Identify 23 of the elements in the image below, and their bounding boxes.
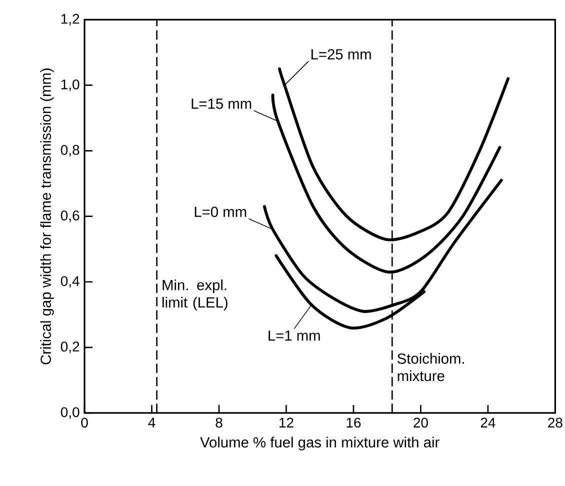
- y-tick-label: 0,6: [60, 210, 80, 222]
- x-tick-label: 12: [280, 418, 294, 428]
- ref-line-label: Min. expl. limit (LEL): [162, 279, 228, 310]
- ref-line-label: Stoichiom. mixture: [398, 353, 464, 382]
- y-tick-label: 1,2: [61, 14, 80, 26]
- y-axis-title: Critical gap width for flame transmission (mm): [40, 68, 54, 364]
- y-tick-label: 1,0: [61, 79, 80, 92]
- x-tick-label: 8: [216, 418, 222, 428]
- annotation: L=1 mm: [268, 330, 320, 341]
- y-tick-label: 0,4: [60, 276, 80, 288]
- x-tick-label: 24: [480, 418, 496, 428]
- x-tick-label: 16: [346, 418, 361, 428]
- x-tick-label: 28: [548, 418, 562, 428]
- annotation: L=25 mm: [312, 49, 371, 60]
- y-tick-label: 0,2: [60, 342, 80, 354]
- y-tick-label: 0,0: [60, 407, 80, 419]
- annotation: L=0 mm: [194, 206, 246, 218]
- x-axis-title: Volume % fuel gas in mixture with air: [200, 436, 440, 450]
- annotation: L=15 mm: [192, 98, 252, 109]
- x-tick-label: 20: [414, 418, 428, 428]
- y-tick-label: 0,8: [60, 145, 80, 157]
- x-tick-label: 0: [81, 418, 88, 428]
- x-tick-label: 4: [148, 418, 156, 428]
